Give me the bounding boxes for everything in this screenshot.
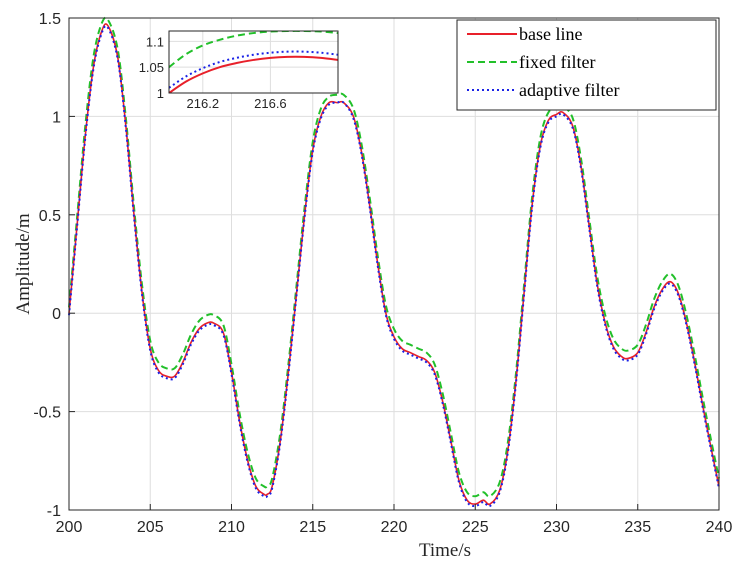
x-tick-label: 210 xyxy=(218,519,245,536)
inset-frame xyxy=(168,30,339,94)
legend-label: adaptive filter xyxy=(519,80,619,100)
axis-ticks: 200 205 210 215 220 225 230 235 240 -1 -0.5 0 0.5 1 1.… xyxy=(33,11,732,536)
x-axis-title: Time/s xyxy=(419,540,471,561)
inset-y-tick-label: 1.1 xyxy=(146,34,164,49)
y-tick-label: -0.5 xyxy=(33,405,61,422)
x-tick-label: 225 xyxy=(462,519,489,536)
series-line-fixed-filter xyxy=(68,16,720,498)
inset-series-line-adaptive-filter xyxy=(169,50,338,89)
legend-label: fixed filter xyxy=(519,52,595,72)
x-tick-label: 205 xyxy=(137,519,164,536)
series-lines xyxy=(68,16,720,508)
y-tick-label: 1 xyxy=(52,109,61,126)
x-tick-label: 235 xyxy=(624,519,651,536)
x-tick-label: 200 xyxy=(56,519,83,536)
inset-series-line-base-line xyxy=(169,55,338,93)
x-tick-label: 230 xyxy=(543,519,570,536)
x-tick-label: 240 xyxy=(706,519,733,536)
legend: base line fixed filter adaptive filter xyxy=(456,19,717,111)
y-tick-label: 0.5 xyxy=(39,208,61,225)
zoom-inset: 216.2 216.6 1 1.05 1.1 xyxy=(139,30,339,111)
y-tick-label: -1 xyxy=(47,503,61,520)
series-line-base-line xyxy=(68,23,720,506)
inset-x-tick-label: 216.2 xyxy=(187,96,220,111)
legend-label: base line xyxy=(519,24,582,44)
x-tick-label: 220 xyxy=(381,519,408,536)
inset-y-tick-label: 1 xyxy=(157,86,164,101)
x-tick-label: 215 xyxy=(299,519,326,536)
y-tick-label: 0 xyxy=(52,306,61,323)
inset-y-tick-label: 1.05 xyxy=(139,60,164,75)
y-axis-title: Amplitude/m xyxy=(13,213,34,315)
inset-x-tick-label: 216.6 xyxy=(254,96,287,111)
y-tick-label: 1.5 xyxy=(39,11,61,28)
